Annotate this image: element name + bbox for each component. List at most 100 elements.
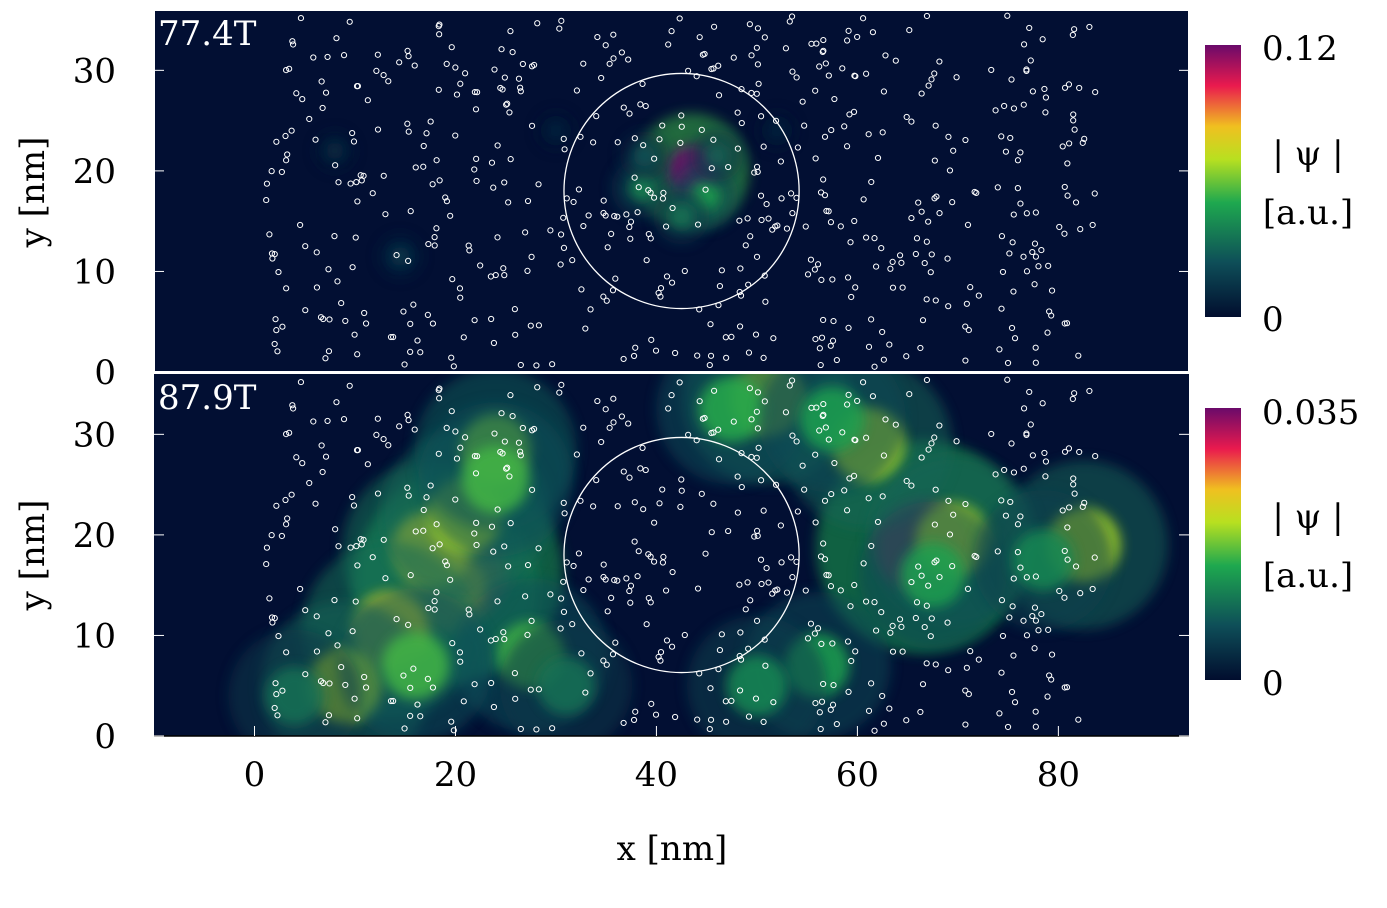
impurity-dot	[706, 725, 713, 733]
impurity-dot	[1066, 504, 1073, 511]
impurity-dot	[715, 456, 723, 463]
impurity-dot	[324, 53, 331, 61]
impurity-dot	[1056, 223, 1063, 231]
impurity-dot	[868, 680, 875, 687]
impurity-dot	[698, 126, 705, 133]
impurity-dot	[841, 123, 848, 130]
impurity-dot	[908, 578, 915, 586]
impurity-dot	[490, 339, 498, 347]
impurity-dot	[353, 447, 361, 454]
impurity-dot	[878, 609, 885, 616]
impurity-dot	[793, 74, 800, 81]
impurity-dot	[457, 444, 464, 451]
impurity-dot	[887, 629, 894, 636]
impurity-dot	[789, 432, 796, 439]
impurity-dot	[933, 557, 940, 564]
impurity-dot	[528, 617, 535, 624]
impurity-dot	[965, 326, 972, 334]
impurity-dot	[1014, 521, 1022, 528]
impurity-dot	[354, 351, 361, 358]
y-tick-label: 10	[73, 252, 116, 292]
impurity-dot	[273, 327, 280, 334]
impurity-dot	[452, 64, 459, 71]
impurity-dot	[847, 239, 854, 246]
impurity-dot	[326, 316, 333, 323]
impurity-dot	[283, 157, 290, 164]
impurity-dot	[927, 633, 934, 640]
impurity-dot	[753, 454, 760, 461]
impurity-dot	[844, 638, 852, 645]
impurity-dot	[390, 333, 397, 341]
impurity-dot	[999, 268, 1007, 276]
impurity-dot	[374, 490, 382, 497]
intensity-peak-bot-20	[726, 655, 788, 717]
impurity-dot	[614, 503, 621, 510]
impurity-dot	[524, 197, 532, 205]
impurity-dot	[723, 354, 730, 361]
impurity-dot	[1020, 253, 1027, 260]
impurity-dot	[1039, 400, 1046, 407]
impurity-dot	[754, 425, 761, 432]
impurity-dot	[777, 522, 784, 529]
impurity-dot	[787, 554, 795, 561]
impurity-dot	[852, 648, 859, 655]
impurity-dot	[460, 334, 467, 341]
impurity-dot	[778, 195, 785, 202]
impurity-dot	[799, 98, 806, 105]
colorbar-gradient-top	[1205, 45, 1241, 317]
impurity-dot	[1061, 230, 1068, 237]
impurity-dot	[585, 576, 592, 583]
impurity-dot	[429, 684, 437, 691]
impurity-dot	[347, 544, 354, 551]
impurity-dot	[350, 138, 358, 145]
impurity-dot	[443, 424, 450, 432]
impurity-dot	[503, 101, 510, 108]
impurity-dot	[626, 474, 633, 481]
impurity-dot	[945, 497, 952, 504]
impurity-dot	[289, 402, 296, 409]
impurity-dot	[1029, 452, 1036, 459]
impurity-dot	[1006, 614, 1013, 621]
impurity-dot	[274, 348, 281, 355]
impurity-dot	[710, 136, 717, 143]
impurity-dot	[889, 648, 897, 655]
impurity-dot	[528, 63, 536, 70]
impurity-dot	[931, 195, 938, 202]
impurity-dot	[606, 424, 613, 431]
impurity-dot	[293, 454, 300, 461]
impurity-dot	[1009, 239, 1016, 246]
impurity-dot	[707, 716, 715, 723]
impurity-dot	[453, 455, 461, 462]
impurity-dot	[723, 718, 730, 725]
impurity-dot	[871, 599, 878, 606]
impurity-dot	[752, 695, 760, 702]
impurity-dot	[528, 427, 536, 434]
impurity-dot	[921, 623, 928, 631]
impurity-dot	[657, 657, 664, 664]
impurity-dot	[758, 216, 765, 224]
impurity-dot	[590, 503, 597, 510]
impurity-dot	[312, 136, 319, 143]
impurity-dot	[266, 595, 273, 602]
impurity-dot	[557, 231, 565, 238]
impurity-dot	[837, 587, 844, 594]
impurity-dot	[886, 341, 893, 348]
impurity-dot	[302, 671, 309, 678]
impurity-dot	[353, 543, 360, 550]
impurity-dot	[400, 672, 407, 679]
impurity-dot	[361, 309, 368, 317]
impurity-dot	[1026, 24, 1033, 32]
impurity-dot	[600, 209, 607, 217]
impurity-dot	[913, 235, 921, 242]
impurity-dot	[332, 162, 339, 169]
impurity-dot	[342, 681, 349, 689]
impurity-dot	[488, 159, 496, 166]
impurity-dot	[1061, 84, 1069, 91]
impurity-dot	[828, 126, 835, 134]
impurity-dot	[515, 439, 523, 446]
impurity-dot	[736, 687, 744, 694]
impurity-dot	[420, 163, 427, 170]
impurity-dot	[612, 639, 619, 646]
impurity-dot	[447, 212, 454, 219]
impurity-dot	[263, 196, 270, 204]
